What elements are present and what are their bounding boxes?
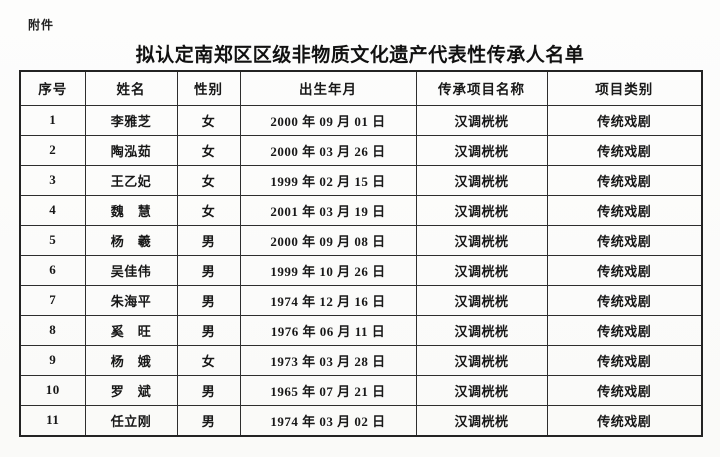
cell-project: 汉调桄桄 (415, 134, 548, 166)
cell-name: 王乙妃 (84, 164, 178, 196)
header-cell-name: 姓名 (84, 70, 178, 106)
cell-name: 罗 斌 (84, 374, 178, 406)
header-cell-project: 传承项目名称 (415, 70, 548, 106)
cell-gender: 女 (176, 164, 241, 196)
inheritor-roster-table: 序号 姓名 性别 出生年月 传承项目名称 项目类别 1 李雅芝 女 2000 年… (19, 70, 703, 437)
attachment-label: 附件 (28, 18, 55, 32)
cell-birth: 1999 年 02 月 15 日 (239, 164, 417, 196)
table-row: 4 魏 慧 女 2001 年 03 月 19 日 汉调桄桄 传统戏剧 (19, 194, 703, 226)
table-row: 10 罗 斌 男 1965 年 07 月 21 日 汉调桄桄 传统戏剧 (19, 374, 703, 406)
cell-gender: 女 (176, 104, 241, 136)
cell-gender: 男 (176, 224, 241, 256)
table-row: 6 吴佳伟 男 1999 年 10 月 26 日 汉调桄桄 传统戏剧 (19, 254, 703, 286)
cell-no: 5 (19, 224, 86, 256)
cell-gender: 男 (176, 314, 241, 346)
cell-birth: 2000 年 09 月 01 日 (239, 104, 417, 136)
header-cell-birth: 出生年月 (239, 70, 417, 106)
cell-category: 传统戏剧 (546, 314, 703, 346)
cell-project: 汉调桄桄 (415, 284, 548, 316)
cell-category: 传统戏剧 (546, 104, 703, 136)
cell-no: 6 (19, 254, 86, 286)
table-row: 11 任立刚 男 1974 年 03 月 02 日 汉调桄桄 传统戏剧 (19, 404, 703, 437)
cell-birth: 2001 年 03 月 19 日 (239, 194, 417, 226)
cell-category: 传统戏剧 (546, 344, 703, 376)
cell-no: 9 (19, 344, 86, 376)
header-cell-category: 项目类别 (546, 70, 703, 106)
cell-birth: 1999 年 10 月 26 日 (239, 254, 417, 286)
cell-project: 汉调桄桄 (415, 404, 548, 437)
table-row: 8 奚 旺 男 1976 年 06 月 11 日 汉调桄桄 传统戏剧 (19, 314, 703, 346)
cell-no: 1 (19, 104, 86, 136)
cell-no: 4 (19, 194, 86, 226)
document-title: 拟认定南郑区区级非物质文化遗产代表性传承人名单 (135, 45, 585, 66)
table-row: 3 王乙妃 女 1999 年 02 月 15 日 汉调桄桄 传统戏剧 (19, 164, 703, 196)
cell-birth: 1965 年 07 月 21 日 (239, 374, 417, 406)
table-row: 7 朱海平 男 1974 年 12 月 16 日 汉调桄桄 传统戏剧 (19, 284, 703, 316)
header-cell-gender: 性别 (176, 70, 241, 106)
cell-birth: 1974 年 03 月 02 日 (239, 404, 417, 437)
table-header-row: 序号 姓名 性别 出生年月 传承项目名称 项目类别 (19, 70, 703, 106)
cell-category: 传统戏剧 (546, 194, 703, 226)
cell-name: 杨 娥 (84, 344, 178, 376)
cell-name: 李雅芝 (84, 104, 178, 136)
cell-birth: 1974 年 12 月 16 日 (239, 284, 417, 316)
cell-category: 传统戏剧 (546, 254, 703, 286)
cell-birth: 2000 年 03 月 26 日 (239, 134, 417, 166)
cell-category: 传统戏剧 (546, 134, 703, 166)
cell-name: 陶泓茹 (84, 134, 178, 166)
cell-project: 汉调桄桄 (415, 104, 548, 136)
cell-no: 11 (19, 404, 86, 437)
header-cell-no: 序号 (19, 70, 86, 106)
cell-gender: 男 (176, 284, 241, 316)
cell-project: 汉调桄桄 (415, 374, 548, 406)
cell-category: 传统戏剧 (546, 224, 703, 256)
cell-no: 8 (19, 314, 86, 346)
cell-category: 传统戏剧 (546, 404, 703, 437)
cell-gender: 女 (176, 344, 241, 376)
cell-name: 朱海平 (84, 284, 178, 316)
cell-gender: 女 (176, 134, 241, 166)
table-row: 5 杨 羲 男 2000 年 09 月 08 日 汉调桄桄 传统戏剧 (19, 224, 703, 256)
cell-project: 汉调桄桄 (415, 164, 548, 196)
cell-name: 杨 羲 (84, 224, 178, 256)
table-row: 9 杨 娥 女 1973 年 03 月 28 日 汉调桄桄 传统戏剧 (19, 344, 703, 376)
cell-no: 7 (19, 284, 86, 316)
cell-project: 汉调桄桄 (415, 314, 548, 346)
cell-name: 奚 旺 (84, 314, 178, 346)
cell-name: 吴佳伟 (84, 254, 178, 286)
cell-project: 汉调桄桄 (415, 224, 548, 256)
cell-gender: 男 (176, 404, 241, 437)
cell-project: 汉调桄桄 (415, 254, 548, 286)
cell-category: 传统戏剧 (546, 284, 703, 316)
cell-category: 传统戏剧 (546, 374, 703, 406)
cell-birth: 1976 年 06 月 11 日 (239, 314, 417, 346)
table-row: 2 陶泓茹 女 2000 年 03 月 26 日 汉调桄桄 传统戏剧 (19, 134, 703, 166)
cell-project: 汉调桄桄 (415, 194, 548, 226)
cell-no: 2 (19, 134, 86, 166)
cell-birth: 1973 年 03 月 28 日 (239, 344, 417, 376)
cell-project: 汉调桄桄 (415, 344, 548, 376)
cell-birth: 2000 年 09 月 08 日 (239, 224, 417, 256)
table-row: 1 李雅芝 女 2000 年 09 月 01 日 汉调桄桄 传统戏剧 (19, 104, 703, 136)
cell-name: 任立刚 (84, 404, 178, 437)
cell-gender: 女 (176, 194, 241, 226)
cell-no: 3 (19, 164, 86, 196)
cell-gender: 男 (176, 254, 241, 286)
cell-gender: 男 (176, 374, 241, 406)
cell-category: 传统戏剧 (546, 164, 703, 196)
cell-name: 魏 慧 (84, 194, 178, 226)
cell-no: 10 (19, 374, 86, 406)
